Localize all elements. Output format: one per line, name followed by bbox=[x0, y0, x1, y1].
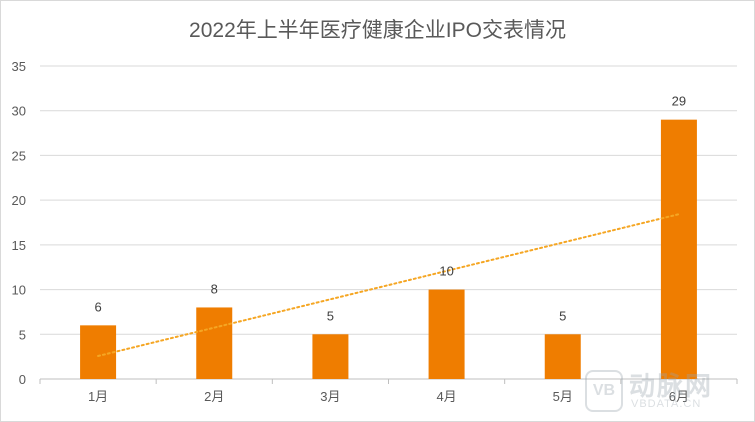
y-tick-label: 20 bbox=[12, 193, 26, 208]
bar bbox=[428, 289, 465, 379]
x-tick-label: 1月 bbox=[88, 389, 108, 404]
y-tick-label: 25 bbox=[12, 148, 26, 163]
bar bbox=[544, 334, 581, 379]
data-label: 29 bbox=[672, 94, 686, 109]
gridlines bbox=[39, 65, 738, 384]
x-tick-label: 4月 bbox=[436, 389, 456, 404]
data-label: 8 bbox=[211, 281, 218, 296]
watermark-name: 动脉网 bbox=[629, 371, 714, 401]
y-tick-label: 35 bbox=[12, 59, 26, 74]
x-tick-label: 6月 bbox=[669, 389, 689, 404]
data-label: 10 bbox=[439, 264, 453, 279]
chart-title: 2022年上半年医疗健康企业IPO交表情况 bbox=[189, 19, 566, 42]
bar bbox=[312, 334, 349, 379]
data-label: 5 bbox=[327, 308, 334, 323]
y-tick-label: 10 bbox=[12, 283, 26, 298]
x-tick-label: 5月 bbox=[553, 389, 573, 404]
y-tick-label: 15 bbox=[12, 238, 26, 253]
y-tick-label: 30 bbox=[12, 104, 26, 119]
watermark-mark: VB bbox=[585, 370, 623, 412]
bar bbox=[80, 325, 117, 379]
trendline-layer bbox=[97, 213, 680, 358]
data-label: 5 bbox=[559, 308, 566, 323]
watermark-logo: VB 动脉网 VBDATA.CN bbox=[585, 366, 745, 416]
y-tick-label: 0 bbox=[19, 372, 26, 387]
watermark-url: VBDATA.CN bbox=[631, 398, 702, 410]
y-tick-label: 5 bbox=[19, 327, 26, 342]
bar bbox=[660, 119, 697, 380]
data-label: 6 bbox=[94, 299, 101, 314]
x-tick-label: 3月 bbox=[320, 389, 340, 404]
trendline bbox=[97, 213, 680, 358]
labels: 0 5 10 15 20 25 30 35 6 1月 8 2月 5 3月 10 4月 5 5月 29 6月 bbox=[12, 59, 690, 404]
bars bbox=[80, 119, 697, 380]
bar bbox=[196, 307, 233, 379]
x-tick-label: 2月 bbox=[204, 389, 224, 404]
